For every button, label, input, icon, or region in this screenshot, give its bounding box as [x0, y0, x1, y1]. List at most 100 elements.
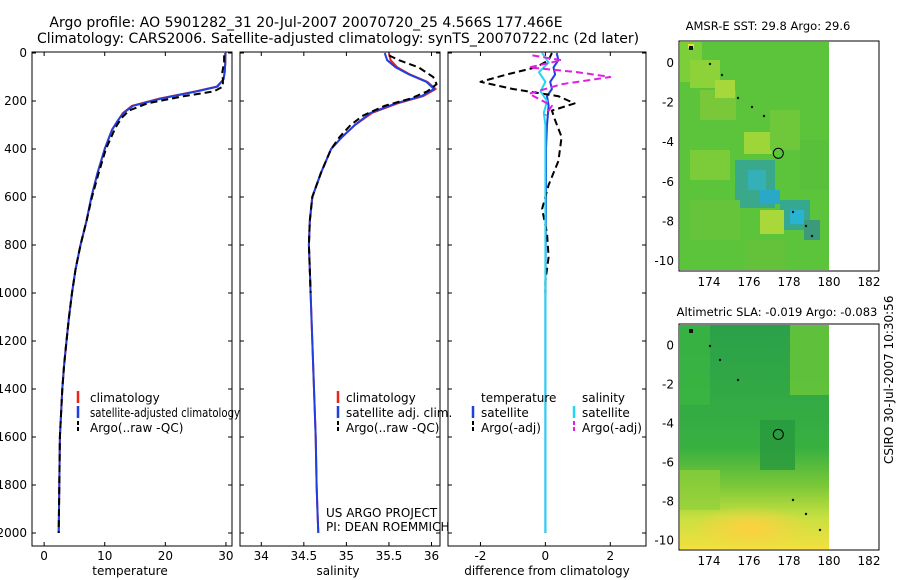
difference-xlabel: difference from climatology: [464, 564, 630, 578]
map-y-tick-label: -2: [662, 95, 674, 109]
sla-patch: [790, 325, 829, 395]
x-tick-label: 2: [606, 549, 614, 563]
map-y-tick-label: -6: [662, 175, 674, 189]
legend-label-satellite: satellite adj. clim.: [346, 406, 452, 420]
map-y-tick-label: 0: [666, 56, 674, 70]
map-y-tick-label: -8: [662, 214, 674, 228]
y-tick-label: 400: [4, 142, 27, 156]
legend-label-argo: Argo(..raw -QC): [346, 421, 439, 435]
legend-label-temp-satellite: satellite: [481, 406, 529, 420]
series-line-argo-raw-qc: [307, 54, 438, 294]
series-line-salinity-argo-adj: [528, 54, 612, 116]
map-y-tick-label: -6: [662, 455, 674, 469]
sst-patch: [690, 150, 730, 180]
temperature-panel: [31, 51, 233, 547]
sst-patch: [790, 210, 804, 224]
sst-patch: [770, 110, 800, 150]
sla-island: [708, 344, 712, 348]
y-tick-label: 1400: [0, 382, 27, 396]
sst-island: [762, 114, 766, 118]
map-y-tick-label: -10: [654, 254, 674, 268]
series-layer: [57, 52, 612, 534]
map-y-tick-label: -8: [662, 494, 674, 508]
sla-patch: [680, 325, 710, 405]
legend-label-temp-argo: Argo(-adj): [481, 421, 541, 435]
y-tick-label: 2000: [0, 526, 27, 540]
legend-header-temperature: temperature: [481, 391, 556, 405]
x-tick-label: 34: [254, 549, 269, 563]
project-pi: PI: DEAN ROEMMICH: [326, 520, 449, 534]
x-tick-label: 0: [542, 549, 550, 563]
sst-island: [791, 210, 795, 214]
sst-patch: [760, 190, 780, 204]
map-x-tick-label: 174: [698, 275, 721, 289]
sst-island: [720, 73, 724, 77]
sst-patch: [744, 132, 772, 154]
figure-title-line2: Climatology: CARS2006. Satellite-adjuste…: [37, 31, 639, 47]
y-tick-label: 800: [4, 238, 27, 252]
y-tick-label: 0: [19, 46, 27, 60]
series-line-temperature-argo-adj: [479, 52, 576, 293]
sst-patch: [804, 220, 820, 240]
sst-island: [810, 234, 814, 238]
map-x-tick-label: 176: [738, 554, 761, 568]
sla-heatmap: [680, 325, 829, 550]
sst-patch: [800, 140, 829, 190]
sst-island: [750, 105, 754, 109]
sst-heatmap: [680, 42, 829, 270]
x-tick-label: -2: [474, 549, 486, 563]
credit-timestamp: CSIRO 30-Jul-2007 10:30:56: [882, 296, 896, 464]
sla-island: [791, 498, 795, 502]
sst-island: [736, 96, 740, 100]
map-x-tick-label: 180: [818, 275, 841, 289]
map-y-tick-label: -2: [662, 377, 674, 391]
project-name: US ARGO PROJECT: [326, 506, 438, 520]
sla-coast: [689, 329, 693, 333]
x-tick-label: 35.5: [376, 549, 403, 563]
map-y-tick-label: -4: [662, 135, 674, 149]
x-tick-label: 0: [40, 549, 48, 563]
sla-map-title: Altimetric SLA: -0.019 Argo: -0.083: [677, 305, 878, 319]
map-x-tick-label: 178: [778, 275, 801, 289]
sst-patch: [690, 200, 740, 240]
series-line-argo-raw-qc: [57, 55, 226, 534]
series-line-salinity-satellite: [537, 52, 550, 533]
sla-argo-location-marker: [772, 428, 784, 440]
salinity-panel: [239, 51, 441, 547]
y-tick-label: 600: [4, 190, 27, 204]
sst-argo-location-marker: [772, 147, 784, 159]
sla-high-patch: [690, 506, 810, 550]
sst-map-title: AMSR-E SST: 29.8 Argo: 29.6: [686, 19, 851, 33]
sst-patch: [715, 80, 735, 98]
series-line-satellite: [307, 52, 435, 534]
map-x-tick-label: 176: [738, 275, 761, 289]
map-x-tick-label: 180: [818, 554, 841, 568]
map-x-tick-label: 182: [858, 275, 881, 289]
legend-label-climatology: climatology: [90, 391, 160, 405]
figure-title-line1: Argo profile: AO 5901282_31 20-Jul-2007 …: [49, 15, 562, 31]
legend-label-satellite: satellite-adjusted climatology: [90, 406, 240, 420]
sla-island: [718, 358, 722, 362]
map-x-tick-label: 178: [778, 554, 801, 568]
x-tick-label: 30: [218, 549, 233, 563]
x-tick-label: 10: [97, 549, 112, 563]
sst-patch: [745, 240, 785, 270]
x-tick-label: 36: [424, 549, 439, 563]
salinity-xlabel: salinity: [316, 564, 359, 578]
y-tick-label: 1600: [0, 430, 27, 444]
legend-label-sal-satellite: satellite: [582, 406, 630, 420]
y-tick-label: 200: [4, 94, 27, 108]
y-tick-label: 1200: [0, 334, 27, 348]
legend-label-climatology: climatology: [346, 391, 416, 405]
map-y-tick-label: 0: [666, 338, 674, 352]
sst-island: [804, 224, 808, 228]
sla-island: [736, 378, 740, 382]
sla-patch: [760, 420, 795, 470]
sst-patch: [760, 210, 784, 234]
map-y-tick-label: -4: [662, 416, 674, 430]
map-x-tick-label: 174: [698, 554, 721, 568]
map-y-tick-label: -10: [654, 533, 674, 547]
sla-island: [818, 528, 822, 532]
